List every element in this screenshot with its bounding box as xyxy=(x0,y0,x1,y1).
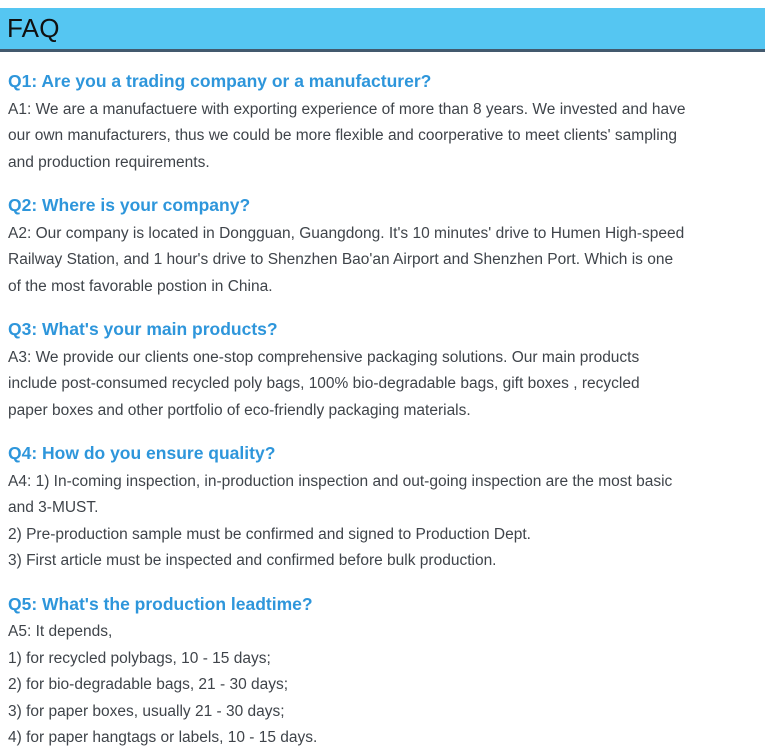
faq-answer-line: A3: We provide our clients one-stop comp… xyxy=(8,348,640,366)
faq-answer: A3: We provide our clients one-stop comp… xyxy=(8,345,755,425)
faq-answer-line: 3) First article must be inspected and c… xyxy=(8,552,497,569)
faq-answer-line: A5: It depends, xyxy=(8,623,113,640)
faq-answer-line: A4: 1) In-coming inspection, in-producti… xyxy=(8,472,673,490)
faq-answer-line: 4) for paper hangtags or labels, 10 - 15… xyxy=(8,729,318,746)
faq-answer: A5: It depends, 1) for recycled polybags,… xyxy=(8,619,755,752)
faq-answer-line: 3) for paper boxes, usually 21 - 30 days… xyxy=(8,702,285,720)
faq-answer-line: and 3-MUST. xyxy=(8,499,99,516)
faq-item: Q5: What's the production leadtime? A5: … xyxy=(8,591,755,752)
faq-section-header: FAQ xyxy=(0,8,765,52)
faq-list: Q1: Are you a trading company or a manuf… xyxy=(8,68,755,752)
faq-answer-line: 2) for bio-degradable bags, 21 - 30 days… xyxy=(8,676,289,693)
faq-question: Q5: What's the production leadtime? xyxy=(8,593,313,614)
faq-answer-line: paper boxes and other portfolio of eco-f… xyxy=(8,401,471,419)
faq-section-title: FAQ xyxy=(7,13,60,43)
faq-item: Q2: Where is your company? A2: Our compa… xyxy=(8,192,755,300)
faq-answer: A2: Our company is located in Dongguan, … xyxy=(8,221,755,301)
faq-item: Q3: What's your main products? A3: We pr… xyxy=(8,316,755,424)
faq-answer-line: include post-consumed recycled poly bags… xyxy=(8,375,640,392)
faq-answer-line: our own manufacturers, thus we could be … xyxy=(8,127,677,144)
faq-answer-line: A1: We are a manufactuere with exporting… xyxy=(8,100,686,118)
faq-question: Q2: Where is your company? xyxy=(8,195,251,215)
faq-answer: A4: 1) In-coming inspection, in-producti… xyxy=(8,469,755,575)
faq-answer: A1: We are a manufactuere with exporting… xyxy=(8,97,755,177)
faq-answer-line: of the most favorable postion in China. xyxy=(8,277,273,295)
faq-item: Q1: Are you a trading company or a manuf… xyxy=(8,68,755,176)
faq-answer-line: 1) for recycled polybags, 10 - 15 days; xyxy=(8,649,271,667)
faq-content: Q1: Are you a trading company or a manuf… xyxy=(0,52,765,752)
faq-question: Q3: What's your main products? xyxy=(8,319,278,339)
faq-question: Q1: Are you a trading company or a manuf… xyxy=(8,71,432,91)
faq-answer-line: and production requirements. xyxy=(8,153,210,171)
faq-answer-line: A2: Our company is located in Dongguan, … xyxy=(8,224,685,242)
faq-answer-line: Railway Station, and 1 hour's drive to S… xyxy=(8,251,674,268)
faq-answer-line: 2) Pre-production sample must be confirm… xyxy=(8,525,531,543)
faq-item: Q4: How do you ensure quality? A4: 1) In… xyxy=(8,440,755,575)
faq-question: Q4: How do you ensure quality? xyxy=(8,443,276,463)
